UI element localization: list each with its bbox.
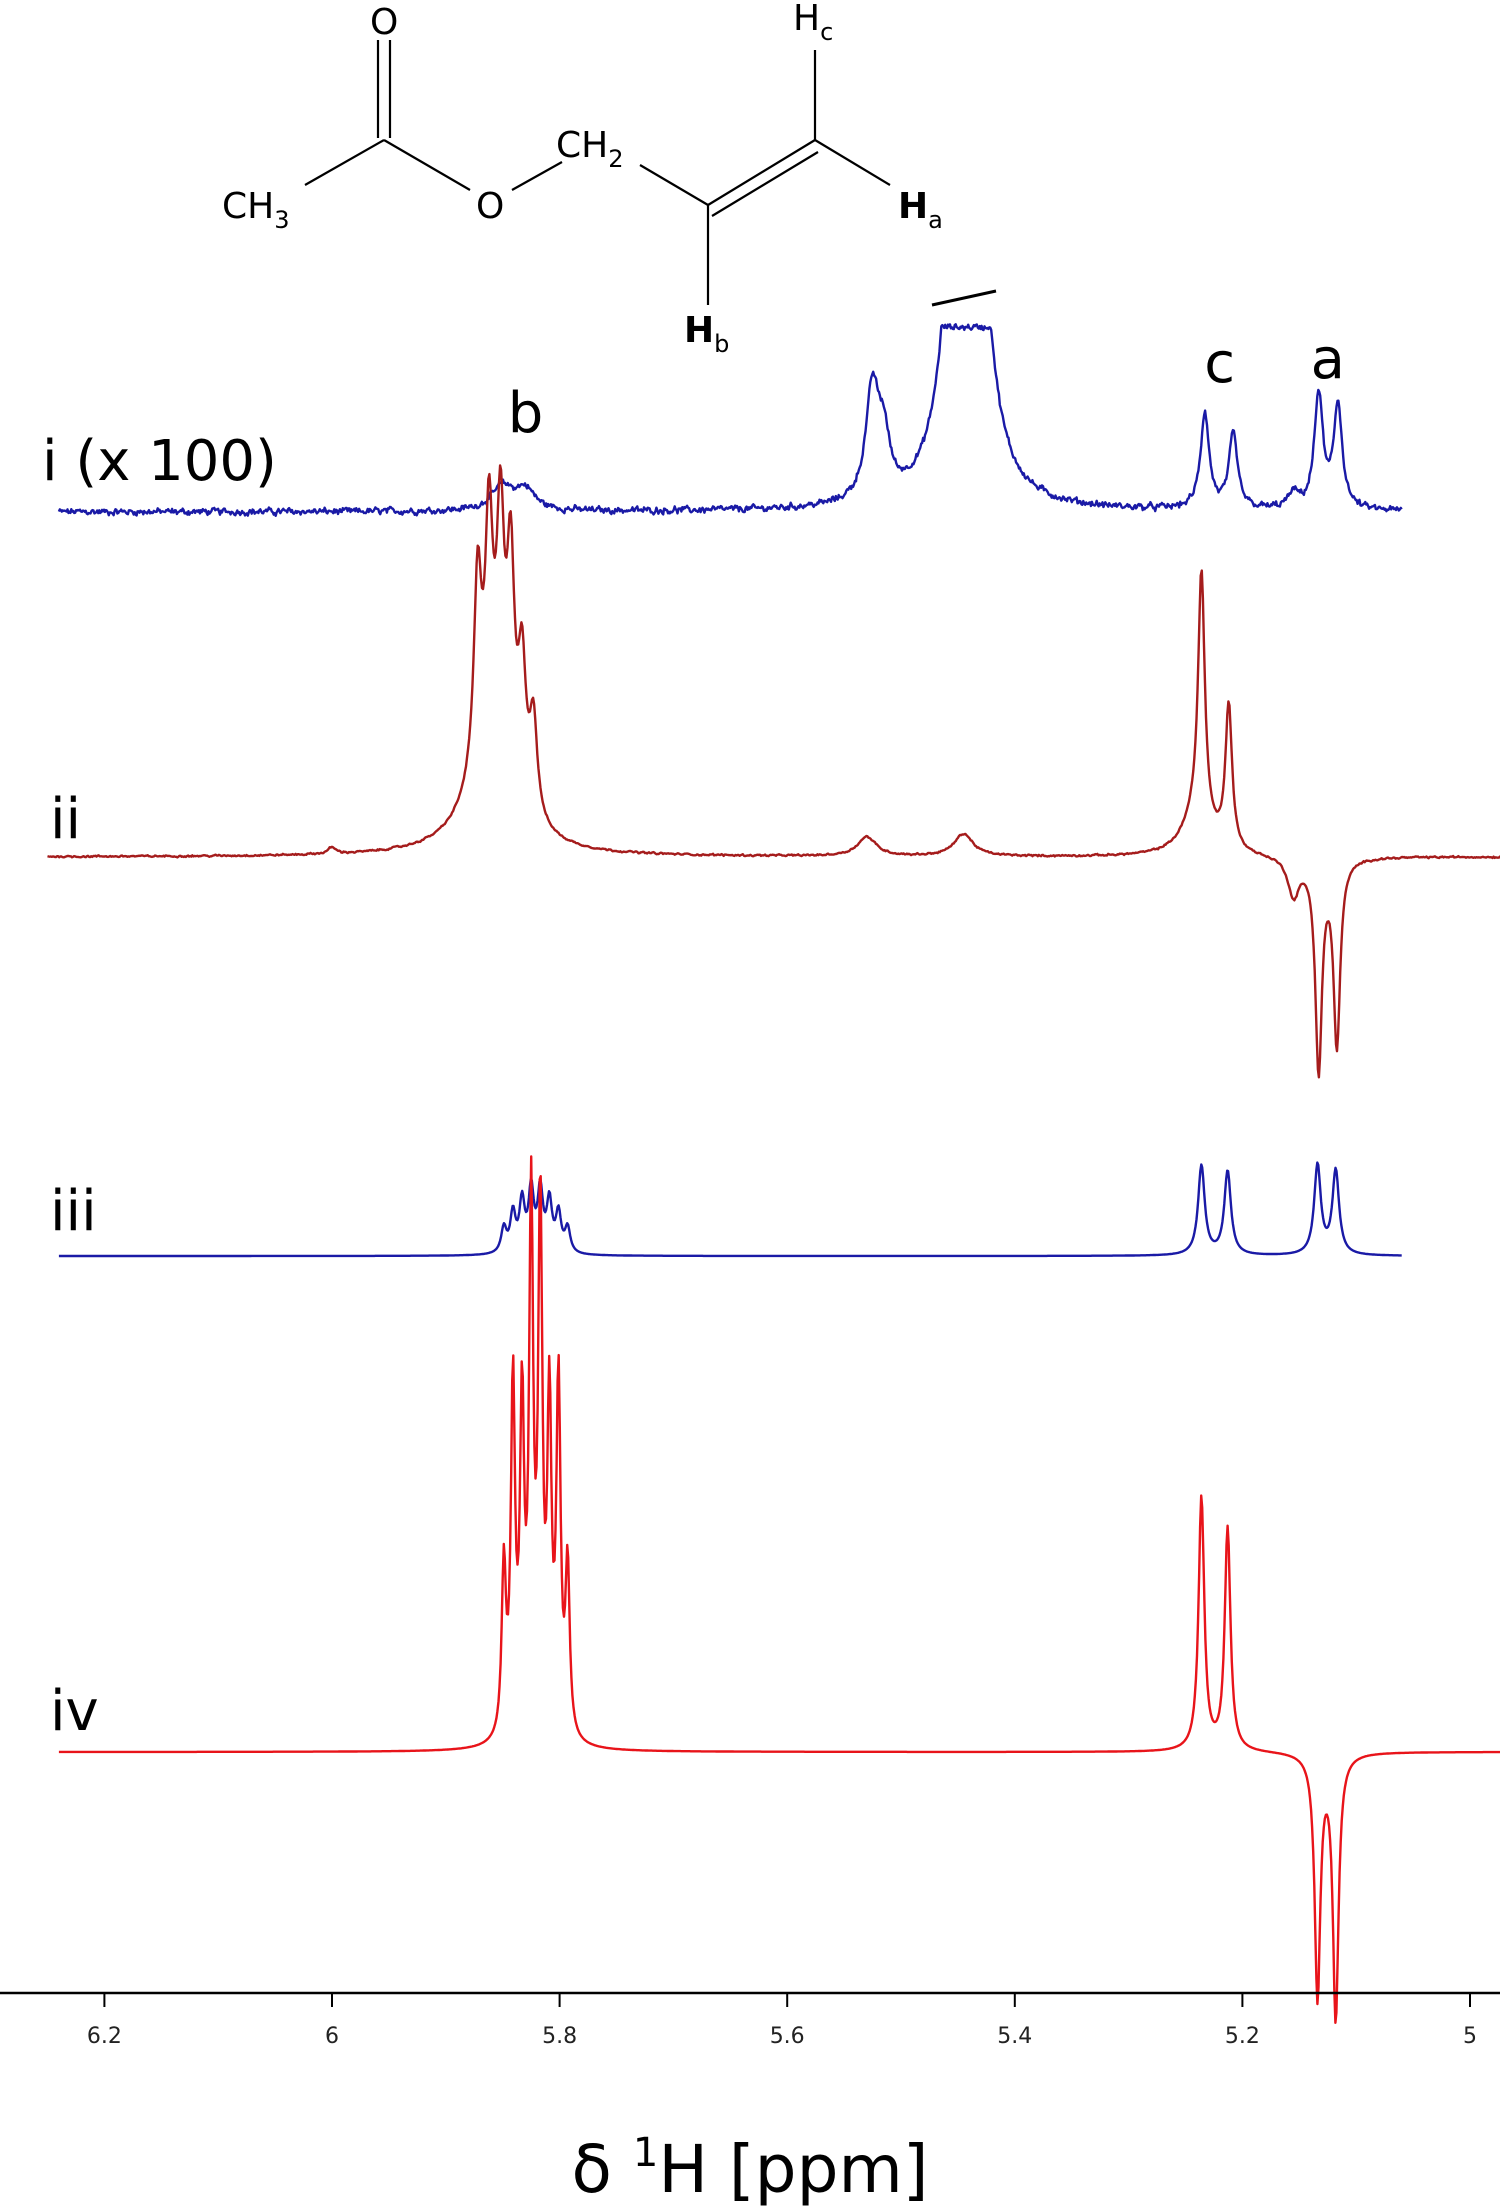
- x-tick-label: 6.2: [87, 2024, 122, 2049]
- alkene-double-bond-2: [711, 151, 819, 217]
- ch3-label: CH3: [222, 186, 290, 234]
- spectrum-trace-1: [57, 323, 1403, 517]
- ha-label: Ha: [898, 186, 943, 234]
- bond-o-ch2: [511, 161, 563, 191]
- x-axis-ticks: 6.2 6 5.8 5.6 5.4 5.2 5: [87, 1993, 1477, 2049]
- bond-c-o: [383, 139, 471, 191]
- peak-label-b: b: [508, 381, 544, 446]
- carbonyl-oxygen-label: O: [370, 2, 398, 43]
- x-tick-label: 5.2: [1225, 2024, 1260, 2049]
- trace-label-iv: iv: [50, 1679, 99, 1744]
- spectrum-trace-2: [47, 464, 1500, 1079]
- truncation-mark: [931, 289, 997, 307]
- x-tick-label: 6: [325, 2024, 339, 2049]
- hc-label: Hc: [793, 0, 833, 46]
- spectrum-trace-3: [58, 1161, 1402, 1258]
- x-tick-label: 5.8: [542, 2024, 577, 2049]
- bond-ch2-c: [639, 164, 709, 206]
- spectra-group: [47, 323, 1500, 2024]
- ch2-label: CH2: [556, 125, 624, 173]
- bond-c-ha: [814, 139, 891, 186]
- x-tick-label: 5: [1463, 2024, 1477, 2049]
- alkene-double-bond-1: [707, 139, 816, 206]
- molecule-structure: [304, 40, 891, 305]
- bond-ch3-c: [304, 139, 385, 186]
- trace-label-iii: iii: [50, 1179, 97, 1244]
- peak-label-c: c: [1204, 331, 1235, 396]
- trace-label-ii: ii: [50, 787, 81, 852]
- molecule-labels: O CH3 O CH2 Ha Hb Hc: [222, 0, 943, 358]
- hb-label: Hb: [684, 310, 729, 358]
- ester-oxygen-label: O: [476, 186, 504, 227]
- x-axis-title: δ 1H [ppm]: [571, 2130, 928, 2208]
- x-tick-label: 5.6: [770, 2024, 805, 2049]
- spectrum-trace-4: [58, 1155, 1500, 2024]
- peak-label-a: a: [1311, 327, 1345, 392]
- x-tick-label: 5.4: [997, 2024, 1032, 2049]
- trace-label-i: i (x 100): [42, 429, 277, 494]
